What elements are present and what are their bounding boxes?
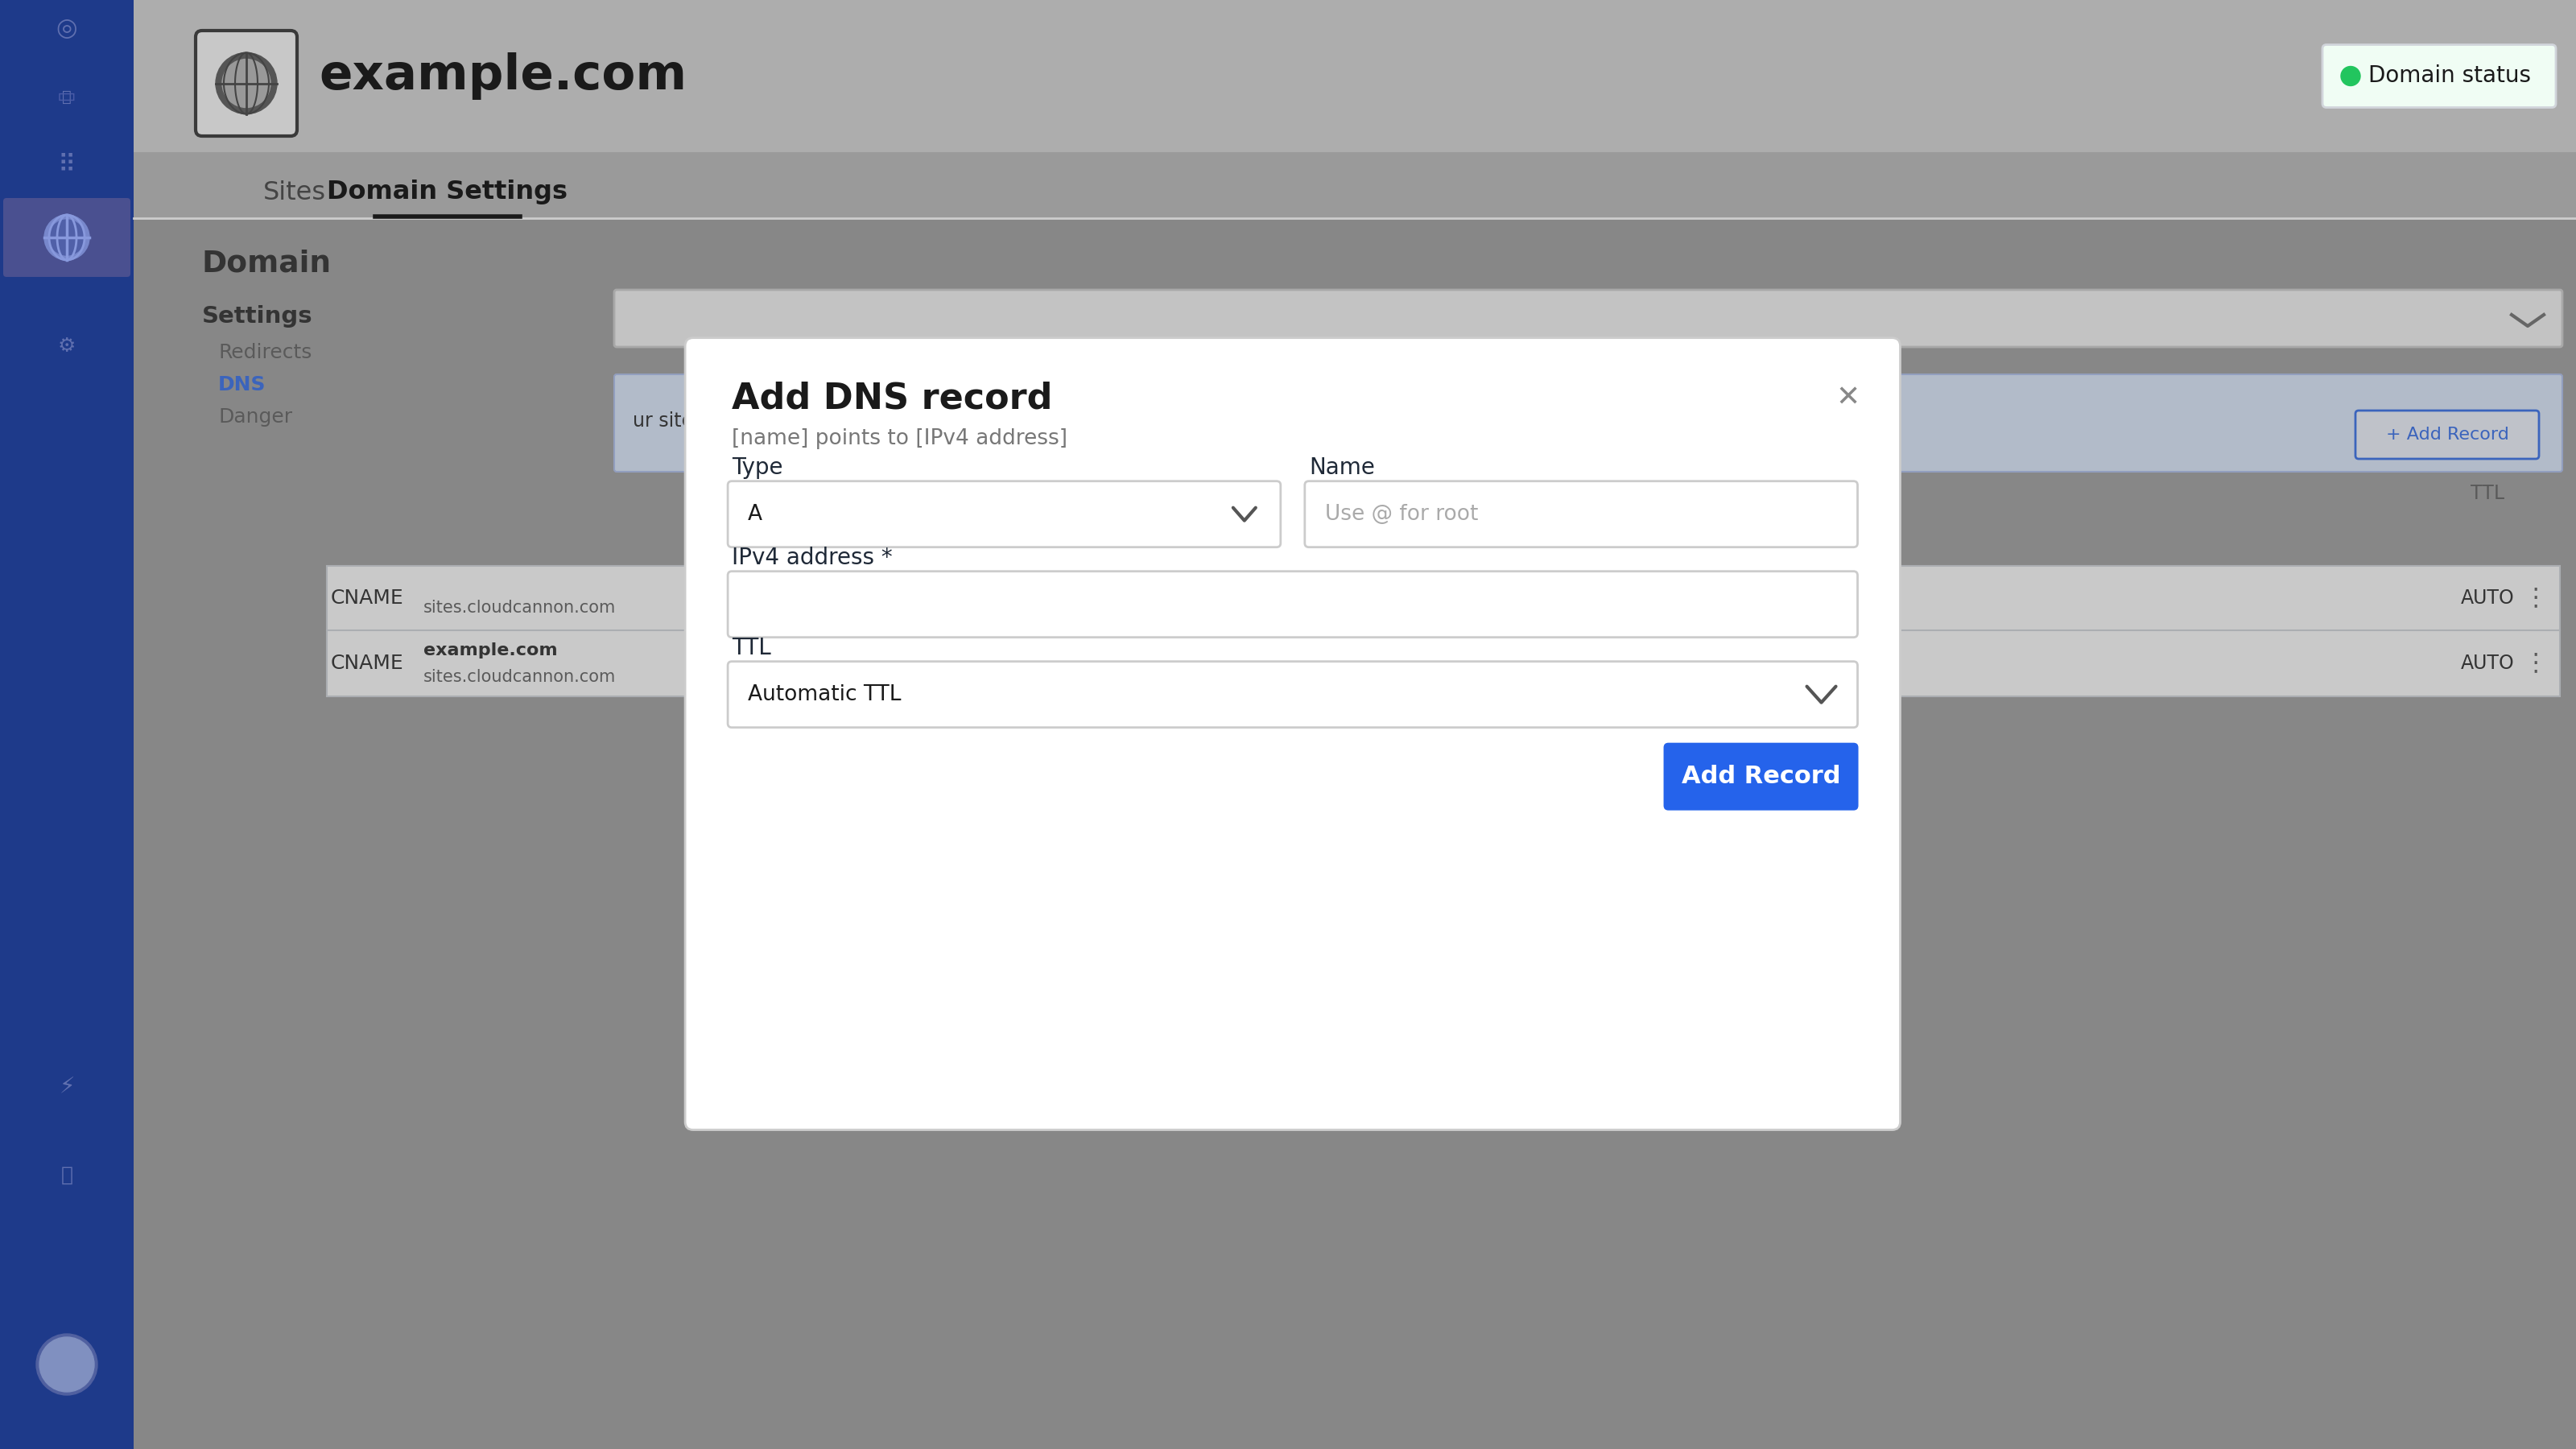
Text: [name] points to [IPv4 address]: [name] points to [IPv4 address] bbox=[732, 427, 1066, 449]
Text: sites.cloudcannon.com: sites.cloudcannon.com bbox=[422, 600, 616, 616]
Text: Domain status: Domain status bbox=[2367, 65, 2530, 87]
Circle shape bbox=[216, 52, 278, 114]
Circle shape bbox=[49, 220, 85, 255]
Text: AUTO: AUTO bbox=[2460, 653, 2514, 672]
Text: ⠿: ⠿ bbox=[57, 154, 75, 177]
Circle shape bbox=[44, 214, 90, 259]
Circle shape bbox=[222, 59, 270, 107]
FancyBboxPatch shape bbox=[613, 374, 2563, 472]
Bar bbox=[134, 0, 2576, 152]
Bar bbox=[0, 0, 134, 1449]
FancyBboxPatch shape bbox=[2324, 45, 2555, 107]
Text: example.com: example.com bbox=[422, 642, 556, 658]
Text: Danger: Danger bbox=[219, 407, 291, 426]
Text: ⋮: ⋮ bbox=[2524, 587, 2548, 610]
Text: AUTO: AUTO bbox=[2460, 588, 2514, 607]
Bar bbox=[134, 220, 2576, 1449]
FancyBboxPatch shape bbox=[729, 481, 1280, 548]
Text: Redirects: Redirects bbox=[219, 343, 312, 362]
Text: example.com: example.com bbox=[319, 52, 688, 100]
Text: Add Record: Add Record bbox=[1682, 765, 1839, 788]
Text: Sites: Sites bbox=[263, 180, 327, 204]
Text: Add DNS record: Add DNS record bbox=[732, 381, 1054, 416]
Text: + Add Record: + Add Record bbox=[2385, 426, 2509, 443]
Bar bbox=[327, 567, 2561, 630]
Text: ⋮: ⋮ bbox=[2524, 652, 2548, 675]
Text: ⬛: ⬛ bbox=[62, 88, 72, 104]
FancyBboxPatch shape bbox=[685, 338, 1901, 1130]
FancyBboxPatch shape bbox=[196, 30, 296, 136]
FancyBboxPatch shape bbox=[1306, 481, 1857, 548]
Text: Name: Name bbox=[1309, 456, 1376, 478]
Text: TTL: TTL bbox=[2470, 484, 2504, 503]
FancyBboxPatch shape bbox=[729, 661, 1857, 727]
Text: TTL: TTL bbox=[732, 636, 770, 659]
Text: A: A bbox=[747, 504, 762, 525]
Text: ◎: ◎ bbox=[57, 16, 77, 39]
FancyBboxPatch shape bbox=[613, 290, 2563, 346]
Text: ⚡: ⚡ bbox=[59, 1075, 75, 1098]
Text: Settings: Settings bbox=[201, 306, 312, 327]
FancyBboxPatch shape bbox=[3, 199, 131, 277]
FancyBboxPatch shape bbox=[729, 571, 1857, 638]
Text: IPv4 address *: IPv4 address * bbox=[732, 546, 891, 569]
Text: Type: Type bbox=[732, 456, 783, 478]
Text: CNAME: CNAME bbox=[330, 653, 404, 672]
Text: ▭: ▭ bbox=[57, 87, 77, 106]
Text: sites.cloudcannon.com: sites.cloudcannon.com bbox=[422, 669, 616, 685]
Text: ✕: ✕ bbox=[1837, 384, 1860, 412]
Text: DNS: DNS bbox=[219, 375, 265, 394]
Text: ⚙: ⚙ bbox=[57, 336, 75, 356]
Text: Domain Settings: Domain Settings bbox=[327, 180, 567, 204]
Text: 🔔: 🔔 bbox=[62, 1165, 72, 1185]
Text: ur sites.: ur sites. bbox=[634, 412, 708, 430]
FancyBboxPatch shape bbox=[2354, 410, 2540, 459]
Text: CNAME: CNAME bbox=[330, 588, 404, 607]
Circle shape bbox=[2342, 67, 2360, 85]
Circle shape bbox=[39, 1337, 95, 1392]
Circle shape bbox=[36, 1335, 98, 1395]
FancyBboxPatch shape bbox=[1664, 743, 1857, 810]
Text: Use @ for root: Use @ for root bbox=[1324, 504, 1479, 525]
Text: Domain: Domain bbox=[201, 249, 332, 278]
Text: Automatic TTL: Automatic TTL bbox=[747, 684, 902, 704]
Bar bbox=[327, 630, 2561, 697]
